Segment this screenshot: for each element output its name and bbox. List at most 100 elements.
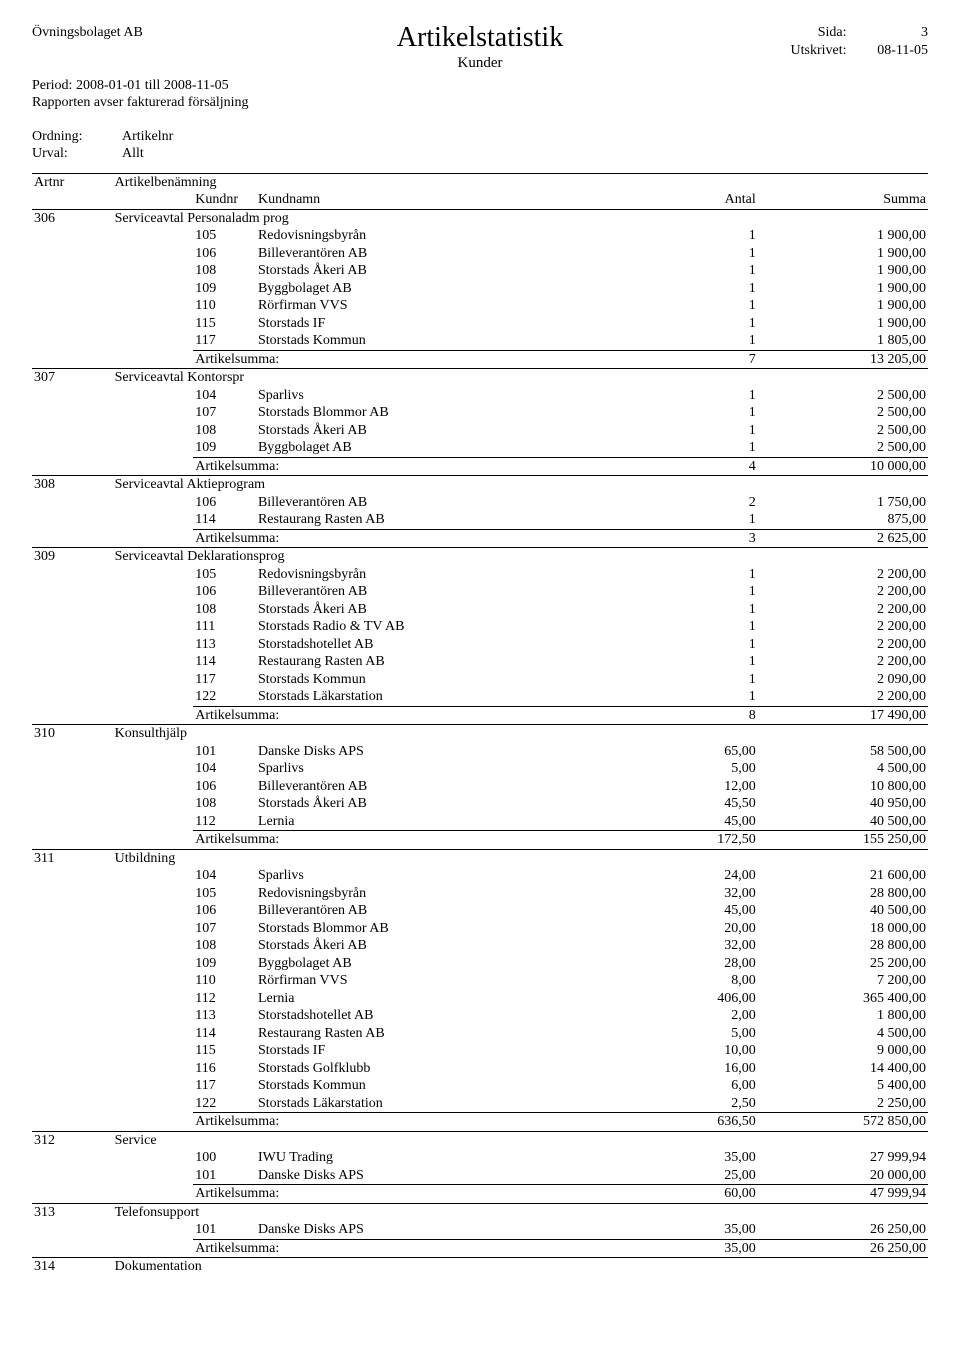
summa-cell: 2 200,00: [758, 653, 928, 671]
kundnamn-cell: Byggbolaget AB: [256, 280, 623, 298]
antal-cell: 1: [623, 583, 757, 601]
col-antal: Antal: [623, 191, 757, 209]
table-row: 107Storstads Blommor AB12 500,00: [32, 404, 928, 422]
table-row: 116Storstads Golfklubb16,0014 400,00: [32, 1060, 928, 1078]
summa-cell: 2 500,00: [758, 404, 928, 422]
artnr-cell: 311: [32, 850, 113, 868]
printed-line: Utskrivet: 08-11-05: [664, 42, 928, 60]
artikelsumma-label: Artikelsumma:: [193, 706, 623, 725]
artikelsumma-label: Artikelsumma:: [193, 457, 623, 476]
antal-cell: 2: [623, 494, 757, 512]
article-name: Serviceavtal Kontorspr: [113, 369, 624, 387]
article-name: Telefonsupport: [113, 1204, 624, 1222]
artikelsumma-label: Artikelsumma:: [193, 1239, 623, 1258]
kundnamn-cell: Storstads Läkarstation: [256, 1095, 623, 1113]
kundnr-cell: 113: [193, 636, 256, 654]
kundnamn-cell: Storstads Kommun: [256, 332, 623, 350]
table-row: 106Billeverantören AB12,0010 800,00: [32, 778, 928, 796]
group-header: 310Konsulthjälp: [32, 725, 928, 743]
artikelsumma-summa: 155 250,00: [758, 831, 928, 850]
kundnr-cell: 109: [193, 439, 256, 457]
table-row: 104Sparlivs12 500,00: [32, 387, 928, 405]
kundnamn-cell: Danske Disks APS: [256, 1167, 623, 1185]
antal-cell: 28,00: [623, 955, 757, 973]
summa-cell: 28 800,00: [758, 937, 928, 955]
table-row: 109Byggbolaget AB28,0025 200,00: [32, 955, 928, 973]
table-row: 117Storstads Kommun11 805,00: [32, 332, 928, 350]
artikelsumma-label: Artikelsumma:: [193, 350, 623, 369]
kundnr-cell: 114: [193, 653, 256, 671]
kundnr-cell: 112: [193, 990, 256, 1008]
artikelsumma-antal: 172,50: [623, 831, 757, 850]
kundnr-cell: 110: [193, 972, 256, 990]
artikelsumma-row: Artikelsumma:35,0026 250,00: [32, 1239, 928, 1258]
kundnr-cell: 117: [193, 1077, 256, 1095]
article-name: Serviceavtal Aktieprogram: [113, 476, 624, 494]
col-kundnr: Kundnr: [193, 191, 256, 209]
kundnr-cell: 107: [193, 920, 256, 938]
artikelsumma-row: Artikelsumma:713 205,00: [32, 350, 928, 369]
kundnamn-cell: Danske Disks APS: [256, 1221, 623, 1239]
antal-cell: 2,00: [623, 1007, 757, 1025]
kundnr-cell: 104: [193, 867, 256, 885]
kundnr-cell: 108: [193, 937, 256, 955]
kundnamn-cell: Billeverantören AB: [256, 778, 623, 796]
col-artikelbenamning: Artikelbenämning: [113, 174, 624, 192]
kundnamn-cell: Billeverantören AB: [256, 494, 623, 512]
summa-cell: 1 900,00: [758, 227, 928, 245]
table-row: 114Restaurang Rasten AB1875,00: [32, 511, 928, 529]
artikelsumma-row: Artikelsumma:636,50572 850,00: [32, 1113, 928, 1132]
kundnr-cell: 105: [193, 566, 256, 584]
summa-cell: 58 500,00: [758, 743, 928, 761]
antal-cell: 12,00: [623, 778, 757, 796]
artikelsumma-row: Artikelsumma:60,0047 999,94: [32, 1185, 928, 1204]
antal-cell: 2,50: [623, 1095, 757, 1113]
summa-cell: 2 200,00: [758, 636, 928, 654]
table-row: 101Danske Disks APS25,0020 000,00: [32, 1167, 928, 1185]
artnr-cell: 312: [32, 1132, 113, 1150]
antal-cell: 1: [623, 601, 757, 619]
table-row: 108Storstads Åkeri AB12 200,00: [32, 601, 928, 619]
summa-cell: 2 200,00: [758, 688, 928, 706]
table-row: 106Billeverantören AB21 750,00: [32, 494, 928, 512]
kundnr-cell: 108: [193, 601, 256, 619]
table-row: 115Storstads IF11 900,00: [32, 315, 928, 333]
table-row: 110Rörfirman VVS8,007 200,00: [32, 972, 928, 990]
summa-cell: 5 400,00: [758, 1077, 928, 1095]
summa-cell: 2 250,00: [758, 1095, 928, 1113]
article-name: Service: [113, 1132, 624, 1150]
table-row: 101Danske Disks APS65,0058 500,00: [32, 743, 928, 761]
kundnr-cell: 106: [193, 494, 256, 512]
kundnr-cell: 117: [193, 332, 256, 350]
artikelsumma-antal: 35,00: [623, 1239, 757, 1258]
artikelsumma-antal: 4: [623, 457, 757, 476]
summa-cell: 7 200,00: [758, 972, 928, 990]
summa-cell: 2 500,00: [758, 439, 928, 457]
table-row: 114Restaurang Rasten AB12 200,00: [32, 653, 928, 671]
summa-cell: 1 900,00: [758, 245, 928, 263]
kundnamn-cell: Storstads Åkeri AB: [256, 937, 623, 955]
kundnr-cell: 108: [193, 422, 256, 440]
summa-cell: 1 750,00: [758, 494, 928, 512]
table-row: 106Billeverantören AB45,0040 500,00: [32, 902, 928, 920]
table-row: 109Byggbolaget AB12 500,00: [32, 439, 928, 457]
kundnamn-cell: Storstads Blommor AB: [256, 920, 623, 938]
kundnr-cell: 106: [193, 902, 256, 920]
summa-cell: 2 500,00: [758, 387, 928, 405]
kundnamn-cell: Storstads Radio & TV AB: [256, 618, 623, 636]
summa-cell: 26 250,00: [758, 1221, 928, 1239]
table-row: 122Storstads Läkarstation12 200,00: [32, 688, 928, 706]
report-subtitle: Kunder: [296, 54, 665, 73]
group-header: 313Telefonsupport: [32, 1204, 928, 1222]
summa-cell: 2 200,00: [758, 566, 928, 584]
ordning-label: Ordning:: [32, 128, 122, 146]
summa-cell: 40 500,00: [758, 902, 928, 920]
header-right: Sida: 3 Utskrivet: 08-11-05: [664, 24, 928, 59]
artikelsumma-summa: 17 490,00: [758, 706, 928, 725]
table-header: Artnr Artikelbenämning Kundnr Kundnamn A…: [32, 173, 928, 210]
summa-cell: 25 200,00: [758, 955, 928, 973]
antal-cell: 1: [623, 315, 757, 333]
table-row: 105Redovisningsbyrån12 200,00: [32, 566, 928, 584]
artnr-cell: 309: [32, 548, 113, 566]
header-center: Artikelstatistik Kunder: [296, 24, 665, 73]
